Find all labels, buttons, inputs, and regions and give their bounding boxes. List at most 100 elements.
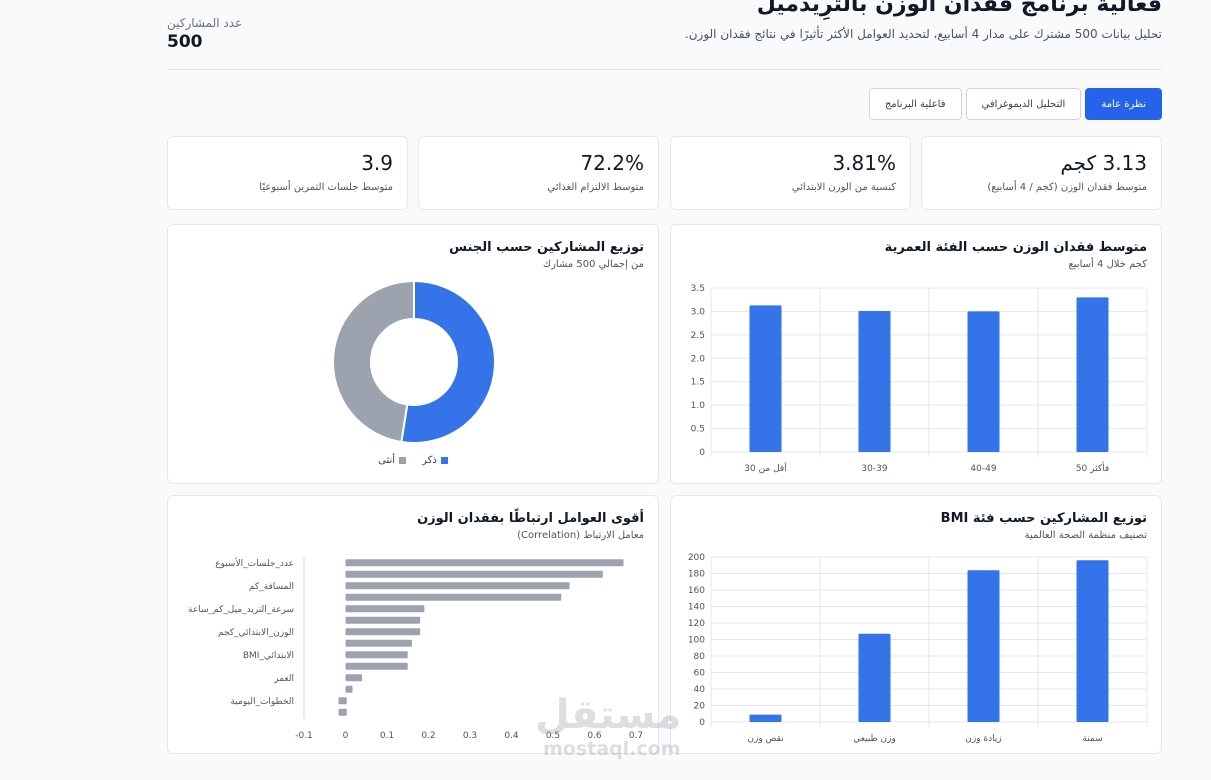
bar	[749, 714, 782, 722]
card-title: متوسط فقدان الوزن حسب الفئة العمرية	[884, 240, 1147, 255]
card-subtitle: كجم خلال 4 أسابيع	[1068, 259, 1147, 270]
tab-effectiveness[interactable]: فاعلية البرنامج	[868, 88, 962, 120]
correlation-bar-chart: -0.1 0 0.1 0.2 0.3 0.4 0.5 0.6 0.7 عدد_جلسات_الأس…	[188, 557, 643, 741]
bar	[345, 582, 570, 590]
x-tick-label: 0.6	[587, 731, 602, 741]
kpi-label: متوسط فقدان الوزن (كجم / 4 أسابيع)	[987, 182, 1147, 193]
kpi-label: متوسط جلسات التمرين أسبوعيًا	[259, 182, 393, 193]
bar	[967, 311, 1000, 452]
y-tick-label: 1.5	[691, 378, 705, 388]
gender-donut-chart	[332, 279, 496, 444]
bmi-bar-chart: 0 20 40 60 80 100 120 140 160 180 200 نقص وزن وزن طب…	[688, 553, 1148, 744]
y-tick-label: المسافة_كم	[249, 582, 294, 592]
y-tick-label: 120	[688, 619, 705, 629]
x-tick-label: 0.1	[380, 731, 394, 741]
x-tick-label: سمنة	[1082, 734, 1102, 744]
y-tick-label: 20	[694, 702, 706, 712]
kpi-value: 72.2%	[580, 151, 644, 175]
kpi-card-loss-percent: 3.81% كنسبة من الوزن الابتدائي	[670, 136, 911, 210]
card-title: توزيع المشاركين حسب فئة BMI	[940, 511, 1147, 526]
bar	[345, 628, 421, 636]
legend-swatch	[440, 457, 448, 464]
card-title: توزيع المشاركين حسب الجنس	[449, 240, 644, 255]
bar	[345, 685, 353, 693]
y-tick-label: 100	[688, 636, 705, 646]
pie-slice	[400, 279, 496, 444]
bar	[338, 697, 347, 705]
legend-item-female[interactable]: أنثى	[378, 455, 407, 466]
bar	[345, 605, 425, 613]
bar	[749, 305, 782, 452]
y-tick-label: 60	[694, 669, 706, 679]
y-tick-label: 180	[688, 570, 705, 580]
bar	[345, 570, 603, 578]
y-tick-label: الوزن_الابتدائي_كجم	[218, 628, 294, 638]
chart-legend: ذكر أنثى	[168, 455, 658, 466]
kpi-card-diet-adherence: 72.2% متوسط الالتزام الغذائي	[418, 136, 659, 210]
participants-count: 500	[167, 32, 203, 52]
x-tick-label: 40-49	[970, 464, 996, 474]
y-tick-label: 2.5	[691, 331, 705, 341]
bar	[858, 310, 891, 452]
y-tick-label: 160	[688, 586, 705, 596]
y-tick-label: 80	[694, 652, 706, 662]
x-tick-label: 0.3	[463, 731, 477, 741]
bar	[858, 633, 891, 722]
bar	[345, 639, 412, 647]
bar	[1076, 560, 1109, 722]
card-title: أقوى العوامل ارتباطًا بفقدان الوزن	[417, 511, 644, 526]
age-bar-chart: 0 0.5 1.0 1.5 2.0 2.5 3.0 3.5 أقل من 30 30-39 40-4…	[691, 284, 1148, 474]
tab-overview[interactable]: نظرة عامة	[1085, 88, 1162, 120]
age-chart-card: متوسط فقدان الوزن حسب الفئة العمرية كجم …	[670, 224, 1162, 484]
legend-item-male[interactable]: ذكر	[422, 455, 448, 466]
x-tick-label: -0.1	[295, 731, 313, 741]
y-tick-label: 0	[699, 448, 705, 458]
kpi-label: متوسط الالتزام الغذائي	[547, 182, 644, 193]
kpi-label: كنسبة من الوزن الابتدائي	[791, 182, 896, 193]
card-subtitle: معامل الارتباط (Correlation)	[517, 530, 644, 541]
tab-demographics[interactable]: التحليل الديموغرافي	[965, 88, 1082, 120]
x-tick-label: نقص وزن	[747, 734, 783, 744]
y-tick-label: 1.0	[691, 401, 706, 411]
bar	[345, 593, 562, 601]
kpi-card-avg-loss: 3.13 كجم متوسط فقدان الوزن (كجم / 4 أساب…	[921, 136, 1162, 210]
legend-label: ذكر	[422, 455, 437, 466]
bar	[345, 674, 363, 682]
y-tick-label: 3.0	[691, 307, 706, 317]
bar	[345, 651, 408, 659]
x-tick-label: 30-39	[861, 464, 887, 474]
x-tick-label: 0.2	[421, 731, 435, 741]
kpi-value: 3.9	[361, 151, 393, 175]
y-tick-label: عدد_جلسات_الأسبوع	[215, 557, 294, 569]
mostaql-watermark: مستقل mostaql.com	[525, 692, 685, 762]
y-tick-label: 140	[688, 603, 705, 613]
y-tick-label: الخطوات_اليومية	[230, 697, 294, 707]
bar	[345, 616, 421, 624]
kpi-value: 3.13 كجم	[1060, 151, 1147, 175]
page-title: فعالية برنامج فقدان الوزن بالترِيدميل	[756, 0, 1162, 17]
watermark-domain: mostaql.com	[543, 738, 681, 760]
y-tick-label: BMI_الابتدائي	[243, 651, 294, 661]
bar	[345, 662, 408, 670]
participants-label: عدد المشاركين	[167, 16, 243, 30]
x-tick-label: زيادة وزن	[965, 734, 1001, 744]
kpi-value: 3.81%	[832, 151, 896, 175]
y-tick-label: 3.5	[691, 284, 705, 294]
y-tick-label: 0	[699, 718, 705, 728]
x-tick-label: 0.4	[504, 731, 519, 741]
x-tick-label: 0.5	[546, 731, 560, 741]
page-subtitle: تحليل بيانات 500 مشترك على مدار 4 أسابيع…	[684, 27, 1162, 41]
x-tick-label: 0	[343, 731, 349, 741]
bar	[967, 570, 1000, 722]
header-divider	[167, 69, 1162, 70]
x-tick-label: أقل من 30	[744, 462, 786, 474]
y-tick-label: 200	[688, 553, 705, 563]
kpi-card-sessions: 3.9 متوسط جلسات التمرين أسبوعيًا	[167, 136, 408, 210]
tab-bar: نظرة عامة التحليل الديموغرافي فاعلية الب…	[868, 88, 1162, 120]
bar	[1076, 297, 1109, 452]
bar	[345, 559, 624, 567]
legend-label: أنثى	[378, 455, 396, 466]
bmi-chart-card: توزيع المشاركين حسب فئة BMI تصنيف منظمة …	[670, 495, 1162, 754]
legend-swatch	[399, 457, 407, 464]
x-tick-label: 0.7	[629, 731, 643, 741]
